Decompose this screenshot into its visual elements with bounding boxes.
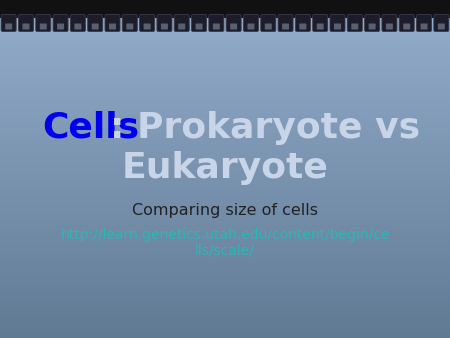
- FancyBboxPatch shape: [299, 24, 306, 29]
- FancyBboxPatch shape: [105, 15, 120, 31]
- Text: : Prokaryote vs: : Prokaryote vs: [110, 111, 420, 145]
- FancyBboxPatch shape: [351, 24, 358, 29]
- FancyBboxPatch shape: [178, 24, 185, 29]
- FancyBboxPatch shape: [88, 15, 103, 31]
- FancyBboxPatch shape: [403, 24, 410, 29]
- FancyBboxPatch shape: [334, 24, 341, 29]
- Text: http://learn.genetics.utah.edu/content/begin/ce: http://learn.genetics.utah.edu/content/b…: [60, 228, 390, 242]
- Text: Comparing size of cells: Comparing size of cells: [132, 202, 318, 217]
- FancyBboxPatch shape: [382, 15, 397, 31]
- FancyBboxPatch shape: [122, 15, 137, 31]
- FancyBboxPatch shape: [434, 15, 449, 31]
- FancyBboxPatch shape: [417, 15, 432, 31]
- Text: Cells: Cells: [42, 111, 139, 145]
- FancyBboxPatch shape: [347, 15, 362, 31]
- FancyBboxPatch shape: [317, 24, 324, 29]
- FancyBboxPatch shape: [421, 24, 427, 29]
- FancyBboxPatch shape: [265, 24, 272, 29]
- FancyBboxPatch shape: [282, 24, 289, 29]
- FancyBboxPatch shape: [243, 15, 258, 31]
- FancyBboxPatch shape: [213, 24, 220, 29]
- FancyBboxPatch shape: [192, 15, 207, 31]
- FancyBboxPatch shape: [399, 15, 414, 31]
- FancyBboxPatch shape: [92, 24, 99, 29]
- FancyBboxPatch shape: [22, 24, 29, 29]
- FancyBboxPatch shape: [40, 24, 47, 29]
- FancyBboxPatch shape: [140, 15, 155, 31]
- FancyBboxPatch shape: [144, 24, 151, 29]
- FancyBboxPatch shape: [126, 24, 133, 29]
- FancyBboxPatch shape: [53, 15, 68, 31]
- FancyBboxPatch shape: [364, 15, 380, 31]
- FancyBboxPatch shape: [248, 24, 254, 29]
- FancyBboxPatch shape: [36, 15, 51, 31]
- FancyBboxPatch shape: [161, 24, 168, 29]
- Bar: [0, 0, 450, 18]
- FancyBboxPatch shape: [70, 15, 86, 31]
- FancyBboxPatch shape: [438, 24, 445, 29]
- FancyBboxPatch shape: [226, 15, 241, 31]
- FancyBboxPatch shape: [261, 15, 276, 31]
- FancyBboxPatch shape: [313, 15, 328, 31]
- Text: Eukaryote: Eukaryote: [122, 151, 328, 185]
- FancyBboxPatch shape: [57, 24, 64, 29]
- FancyBboxPatch shape: [386, 24, 393, 29]
- FancyBboxPatch shape: [1, 15, 16, 31]
- FancyBboxPatch shape: [369, 24, 376, 29]
- FancyBboxPatch shape: [230, 24, 237, 29]
- Text: lls/scale/: lls/scale/: [195, 243, 255, 257]
- FancyBboxPatch shape: [330, 15, 345, 31]
- FancyBboxPatch shape: [295, 15, 310, 31]
- FancyBboxPatch shape: [74, 24, 81, 29]
- FancyBboxPatch shape: [109, 24, 116, 29]
- FancyBboxPatch shape: [18, 15, 33, 31]
- FancyBboxPatch shape: [196, 24, 202, 29]
- FancyBboxPatch shape: [5, 24, 12, 29]
- FancyBboxPatch shape: [157, 15, 172, 31]
- FancyBboxPatch shape: [209, 15, 224, 31]
- FancyBboxPatch shape: [278, 15, 293, 31]
- FancyBboxPatch shape: [174, 15, 189, 31]
